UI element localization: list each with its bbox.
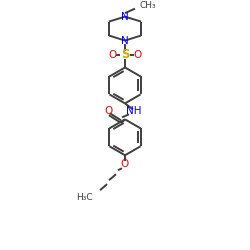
Text: N: N: [121, 36, 129, 46]
Text: NH: NH: [126, 106, 142, 116]
Text: O: O: [104, 106, 112, 116]
Text: H₃C: H₃C: [76, 193, 93, 202]
Text: O: O: [134, 50, 142, 59]
Text: N: N: [121, 12, 129, 22]
Text: S: S: [121, 48, 129, 61]
Text: O: O: [121, 159, 129, 169]
Text: CH₃: CH₃: [140, 1, 156, 10]
Text: O: O: [108, 50, 116, 59]
